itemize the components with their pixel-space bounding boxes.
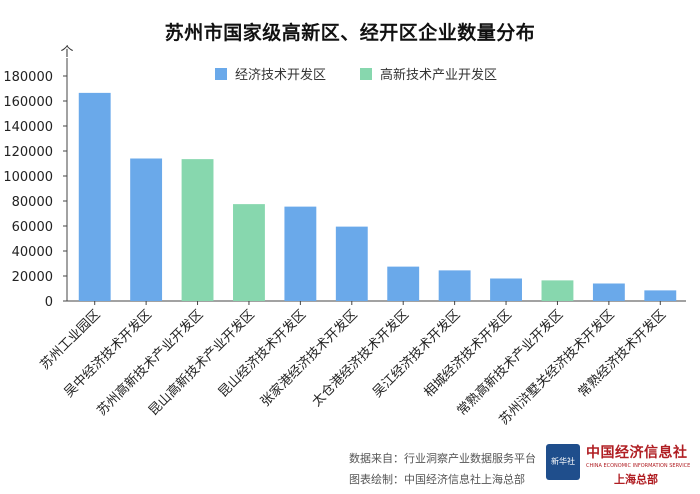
x-category-label: 吴中经济技术开发区 <box>61 307 155 401</box>
legend-swatch-gaoxin <box>360 67 373 80</box>
x-category-label: 昆山经济技术开发区 <box>215 307 309 401</box>
bar <box>78 92 111 301</box>
bar <box>335 226 368 301</box>
y-tick-label: 0 <box>45 295 53 310</box>
bar <box>592 283 625 301</box>
legend-swatch-jingkai <box>215 67 227 80</box>
x-category-label: 张家港经济技术开发区 <box>257 307 360 410</box>
x-category-label: 昆山高新技术产业开发区 <box>145 307 257 419</box>
y-tick-label: 60000 <box>12 220 53 235</box>
y-axis-arrow: 个 <box>60 45 73 60</box>
y-tick-label: 100000 <box>3 170 53 185</box>
legend-item-gaoxin: 高新技术产业开发区 <box>360 64 497 83</box>
bar <box>438 270 471 301</box>
x-category-label: 相城经济技术开发区 <box>421 307 515 401</box>
y-tick-label: 80000 <box>12 195 53 210</box>
y-tick-label: 180000 <box>3 70 53 85</box>
bar <box>284 206 317 301</box>
legend: 经济技术开发区 高新技术产业开发区 <box>215 64 531 83</box>
source-text: 数据来自：行业洞察产业数据服务平台 <box>349 452 536 465</box>
y-tick-label: 140000 <box>3 120 53 135</box>
xinhua-logo: 新华社 <box>546 444 580 480</box>
y-tick-label: 20000 <box>12 270 53 285</box>
legend-label-gaoxin: 高新技术产业开发区 <box>380 68 498 83</box>
bar <box>387 266 420 301</box>
y-tick-label: 40000 <box>12 245 53 260</box>
author-text: 图表绘制：中国经济信息社上海总部 <box>349 473 525 486</box>
footer: 数据来自：行业洞察产业数据服务平台 图表绘制：中国经济信息社上海总部 新华社 中… <box>0 436 700 494</box>
brand-english-name: CHINA ECONOMIC INFORMATION SERVICE <box>586 463 691 469</box>
bar <box>233 204 265 301</box>
bar <box>181 159 214 301</box>
bar <box>644 290 677 301</box>
x-category-label: 苏州高新技术产业开发区 <box>94 307 206 419</box>
y-tick-label: 160000 <box>3 95 53 110</box>
y-tick-label: 120000 <box>3 145 53 160</box>
xinhua-logo-text: 新华社 <box>551 457 575 466</box>
legend-item-jingkai: 经济技术开发区 <box>215 64 326 83</box>
bar <box>541 280 574 301</box>
bar-chart: 个 0 20000 40000 60000 80000 100000 120000 140000… <box>3 45 686 428</box>
chart-title: 苏州市国家级高新区、经开区企业数量分布 <box>164 22 536 44</box>
x-category-label: 太仓港经济技术开发区 <box>309 307 412 410</box>
brand-sub: 上海总部 <box>614 473 658 486</box>
brand-name: 中国经济信息社 <box>586 445 688 461</box>
bar <box>490 278 522 301</box>
x-category-label: 常熟经济技术开发区 <box>575 307 669 401</box>
x-category-label: 常熟高新技术产业开发区 <box>454 307 566 419</box>
legend-label-jingkai: 经济技术开发区 <box>235 68 327 83</box>
brand-block: 中国经济信息社 CHINA ECONOMIC INFORMATION SERVI… <box>586 442 696 487</box>
bar <box>130 158 163 301</box>
x-category-label: 吴江经济技术开发区 <box>369 307 463 401</box>
